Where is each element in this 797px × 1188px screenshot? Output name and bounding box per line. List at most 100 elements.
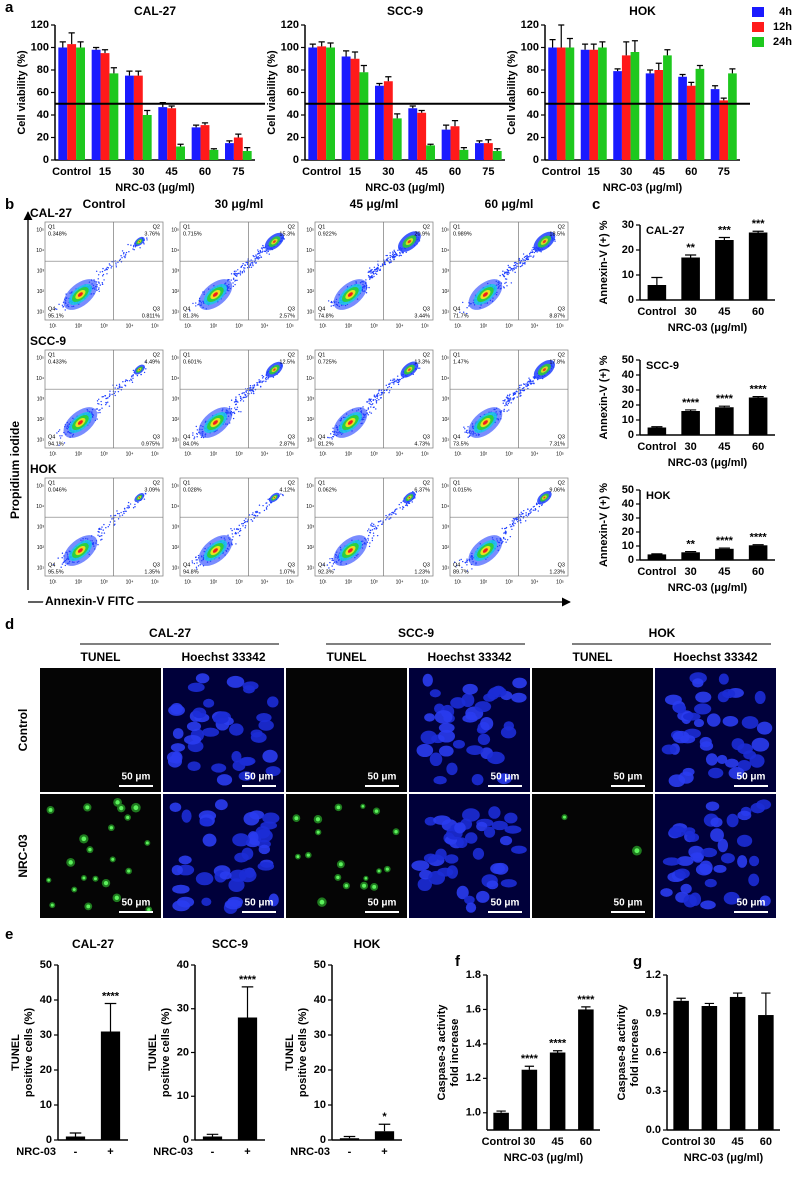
nucleus: [466, 902, 476, 912]
significance: ****: [716, 535, 734, 547]
y-tick-label: 10: [622, 269, 634, 281]
event-dot: [100, 528, 101, 529]
apoptotic-cell-core: [68, 860, 72, 864]
event-dot: [513, 525, 514, 526]
flow-y-tick: 10⁴: [306, 504, 314, 510]
event-dot: [97, 531, 98, 532]
quadrant-percent: 84.0%: [183, 441, 199, 447]
nucleus: [188, 683, 205, 692]
apoptotic-cell-core: [111, 858, 114, 861]
event-dot: [412, 501, 413, 502]
event-dot: [262, 505, 263, 506]
event-dot: [392, 254, 393, 255]
event-dot: [388, 518, 389, 519]
cell-line-header: SCC-9: [398, 626, 434, 640]
nucleus: [683, 894, 696, 907]
event-dot: [97, 544, 98, 545]
nucleus: [201, 898, 211, 906]
event-dot: [240, 272, 241, 273]
event-dot: [109, 524, 110, 525]
x-tick-label: 75: [232, 166, 244, 178]
event-dot: [376, 400, 377, 401]
event-dot: [369, 532, 370, 533]
event-dot: [253, 393, 254, 394]
nucleus: [487, 880, 499, 889]
quadrant-percent: 0.046%: [48, 487, 67, 493]
event-dot: [252, 514, 253, 515]
bar: [687, 86, 696, 160]
y-tick-label: 0: [293, 154, 299, 166]
event-dot: [101, 396, 102, 397]
flow-y-tick: 10⁵: [441, 355, 449, 361]
quadrant-name: Q1: [183, 224, 190, 230]
significance: ****: [521, 1053, 539, 1065]
nucleus: [501, 879, 517, 887]
event-dot: [233, 286, 234, 287]
event-dot: [252, 263, 253, 264]
event-dot: [462, 561, 463, 562]
event-dot: [98, 399, 99, 400]
nucleus: [423, 674, 433, 687]
event-dot: [507, 401, 508, 402]
event-dot: [111, 266, 112, 267]
flow-y-tick: 10¹: [37, 309, 45, 315]
event-dot: [131, 379, 132, 380]
x-tick-label: Control: [637, 566, 676, 578]
event-dot: [98, 410, 99, 411]
event-dot: [97, 412, 98, 413]
event-dot: [520, 520, 521, 521]
flow-y-tick: 10⁵: [306, 227, 314, 233]
event-dot: [235, 396, 236, 397]
nucleus: [480, 717, 493, 730]
event-dot: [193, 438, 194, 439]
nucleus: [483, 694, 495, 702]
nucleus: [211, 763, 226, 772]
event-dot: [245, 265, 246, 266]
event-dot: [513, 522, 514, 523]
event-dot: [505, 533, 506, 534]
event-dot: [102, 282, 103, 283]
event-dot: [103, 274, 104, 275]
event-dot: [237, 273, 238, 274]
event-dot: [245, 262, 246, 263]
bar: [393, 118, 402, 160]
event-dot: [368, 400, 369, 401]
y-tick-label: 0: [628, 294, 634, 306]
quadrant-percent: 0.028%: [183, 487, 202, 493]
significance: ****: [750, 384, 768, 396]
event-dot: [466, 430, 467, 431]
nucleus: [722, 689, 735, 698]
flow-y-tick: 10³: [37, 524, 45, 530]
flow-x-tick: 10²: [345, 579, 353, 585]
nucleus: [435, 710, 453, 724]
stain-header: TUNEL: [327, 650, 367, 664]
event-dot: [523, 387, 524, 388]
nucleus: [488, 806, 500, 819]
event-dot: [514, 523, 515, 524]
event-dot: [239, 535, 240, 536]
error-bar: [685, 410, 696, 411]
event-dot: [237, 407, 238, 408]
y-tick-label: 1.0: [466, 1107, 481, 1119]
flow-y-tick: 10³: [37, 268, 45, 274]
event-dot: [503, 275, 504, 276]
event-dot: [122, 250, 123, 251]
flow-x-tick: 10⁴: [261, 451, 269, 457]
column-header: 30 μg/ml: [215, 197, 264, 211]
event-dot: [515, 264, 516, 265]
flow-x-label: Annexin-V FITC: [45, 594, 135, 608]
event-dot: [533, 510, 534, 511]
event-dot: [510, 397, 511, 398]
nucleus: [430, 753, 443, 767]
event-dot: [395, 256, 396, 257]
flow-y-tick: 10¹: [37, 437, 45, 443]
flow-y-tick: 10¹: [307, 309, 315, 315]
bar: [359, 72, 368, 160]
flow-y-tick: 10³: [442, 396, 450, 402]
event-dot: [520, 522, 521, 523]
event-dot: [529, 513, 530, 514]
event-dot: [134, 504, 135, 505]
nucleus: [411, 860, 429, 871]
nucleus: [220, 871, 232, 879]
event-dot: [327, 564, 328, 565]
